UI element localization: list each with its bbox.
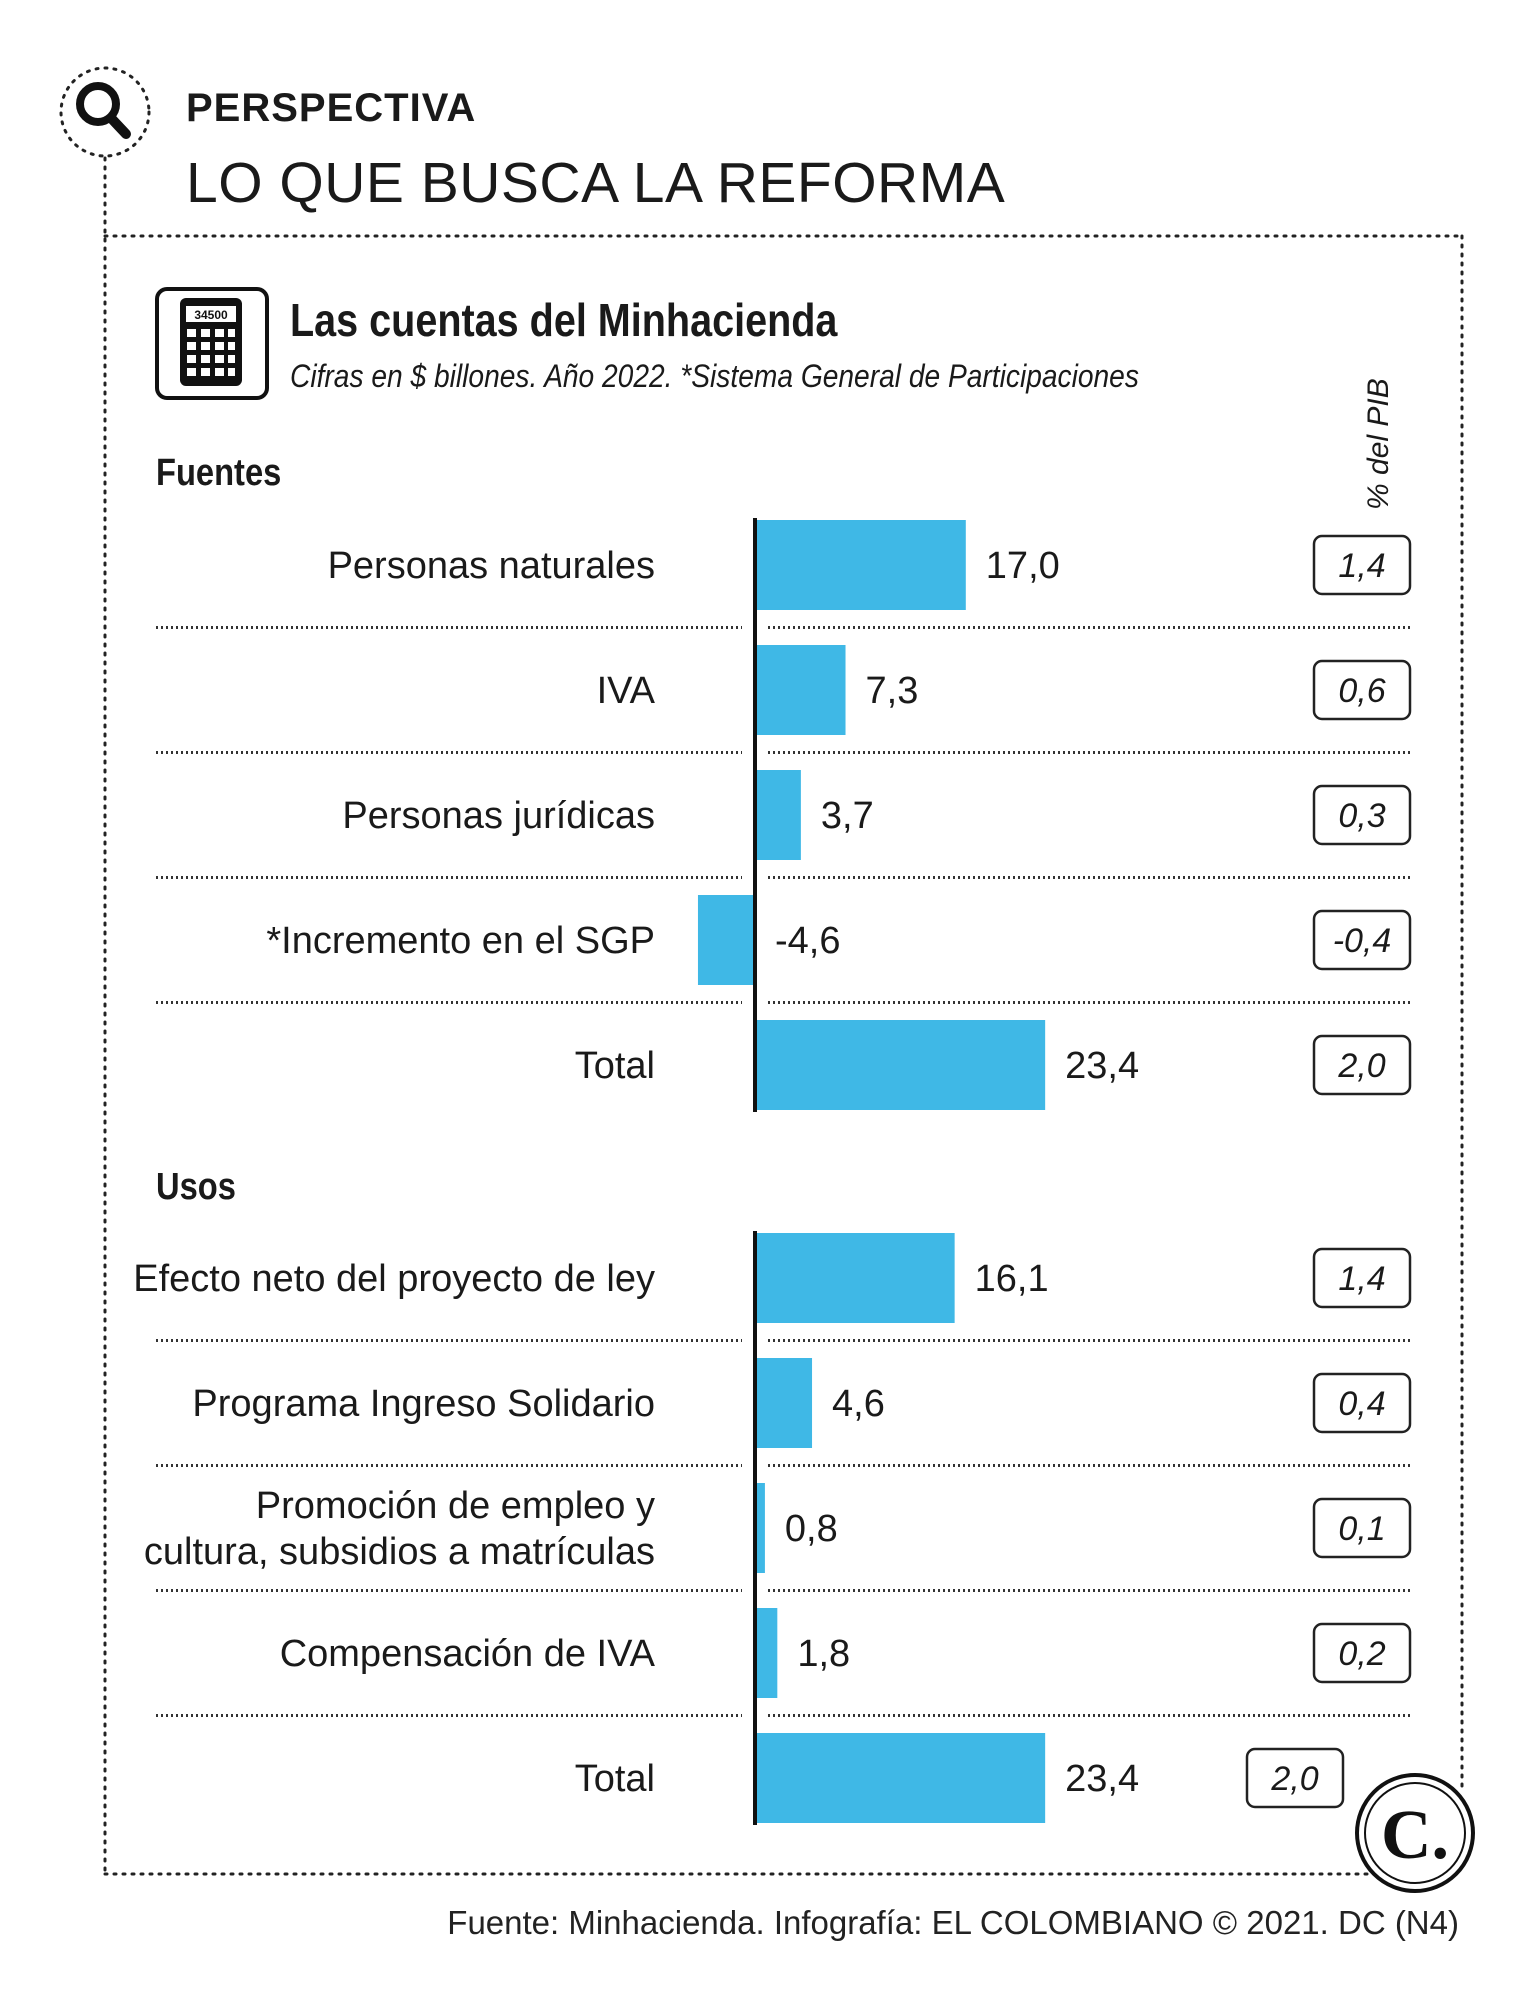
pib-value: 2,0 xyxy=(1270,1760,1318,1798)
category-label: Total xyxy=(575,1045,655,1087)
pib-box xyxy=(1312,1034,1412,1096)
bars xyxy=(697,520,1046,1823)
section-title-usos: Usos xyxy=(156,1166,236,1208)
row-separators xyxy=(156,626,1410,1717)
pib-box xyxy=(1245,1747,1345,1809)
headline: LO QUE BUSCA LA REFORMA xyxy=(186,151,1006,215)
pib-box xyxy=(1312,909,1412,971)
value-label: 0,8 xyxy=(785,1508,838,1550)
category-label: Personas naturales xyxy=(328,545,655,587)
bar xyxy=(755,1358,813,1448)
category-label: Programa Ingreso Solidario xyxy=(192,1383,655,1425)
bar xyxy=(755,1733,1046,1823)
category-labels: Personas naturales IVA Personas jurídicas *… xyxy=(133,545,655,1800)
pib-box xyxy=(1312,659,1412,721)
value-label: -4,6 xyxy=(775,920,840,962)
pib-box xyxy=(1312,784,1412,846)
category-label: Efecto neto del proyecto de ley xyxy=(133,1258,655,1300)
pib-box xyxy=(1312,534,1412,596)
bar xyxy=(697,895,755,985)
value-label: 1,8 xyxy=(797,1633,850,1675)
dotted-frame xyxy=(103,156,1464,1876)
kicker: PERSPECTIVA xyxy=(186,86,477,130)
bar xyxy=(755,1020,1046,1110)
value-label: 17,0 xyxy=(986,545,1060,587)
section-title-fuentes: Fuentes xyxy=(156,452,282,494)
bar xyxy=(755,1233,955,1323)
pib-value: 0,4 xyxy=(1338,1385,1385,1423)
card-title: Las cuentas del Minhacienda xyxy=(290,294,838,346)
bar xyxy=(755,1483,765,1573)
calculator-icon: 34500 xyxy=(155,287,269,400)
value-label: 3,7 xyxy=(821,795,874,837)
pib-box xyxy=(1312,1372,1412,1434)
pib-value: -0,4 xyxy=(1333,922,1392,960)
bar xyxy=(755,645,846,735)
card-subtitle: Cifras en $ billones. Año 2022. *Sistema… xyxy=(290,358,1139,394)
source-credit: Fuente: Minhacienda. Infografía: EL COLO… xyxy=(447,1904,1459,1941)
pib-value: 0,6 xyxy=(1338,672,1385,710)
category-label: Compensación de IVA xyxy=(280,1633,656,1675)
value-label: 23,4 xyxy=(1065,1045,1139,1087)
bar xyxy=(755,770,801,860)
el-colombiano-logo: C. xyxy=(1355,1773,1475,1893)
calculator-display: 34500 xyxy=(194,308,228,322)
logo-mark: C. xyxy=(1381,1797,1449,1874)
category-label: Total xyxy=(575,1758,655,1800)
category-label: IVA xyxy=(597,670,656,712)
pib-column-header: % del PIB xyxy=(1362,378,1395,510)
pib-value: 2,0 xyxy=(1337,1047,1385,1085)
category-label: *Incremento en el SGP xyxy=(266,920,655,962)
bar xyxy=(755,520,966,610)
pib-value: 1,4 xyxy=(1338,547,1385,585)
value-labels: 17,0 7,3 3,7 -4,6 23,4 16,1 4,6 0,8 1,8 23,4 xyxy=(775,545,1139,1800)
pib-value: 0,3 xyxy=(1338,797,1385,835)
search-icon xyxy=(59,66,151,158)
category-label: Promoción de empleo y cultura, subsidios … xyxy=(144,1485,655,1573)
pib-box xyxy=(1312,1622,1412,1684)
value-label: 23,4 xyxy=(1065,1758,1139,1800)
pib-value: 1,4 xyxy=(1338,1260,1385,1298)
category-label: Personas jurídicas xyxy=(342,795,655,837)
value-label: 7,3 xyxy=(866,670,919,712)
pib-value: 0,2 xyxy=(1338,1635,1385,1673)
value-label: 4,6 xyxy=(832,1383,885,1425)
pib-boxes: 1,4 0,6 0,3 -0,4 2,0 1,4 0,4 0,1 0,2 2,0 xyxy=(1245,534,1412,1809)
pib-box xyxy=(1312,1497,1412,1559)
pib-box xyxy=(1312,1247,1412,1309)
pib-value: 0,1 xyxy=(1338,1510,1385,1548)
bar xyxy=(755,1608,778,1698)
value-label: 16,1 xyxy=(975,1258,1049,1300)
